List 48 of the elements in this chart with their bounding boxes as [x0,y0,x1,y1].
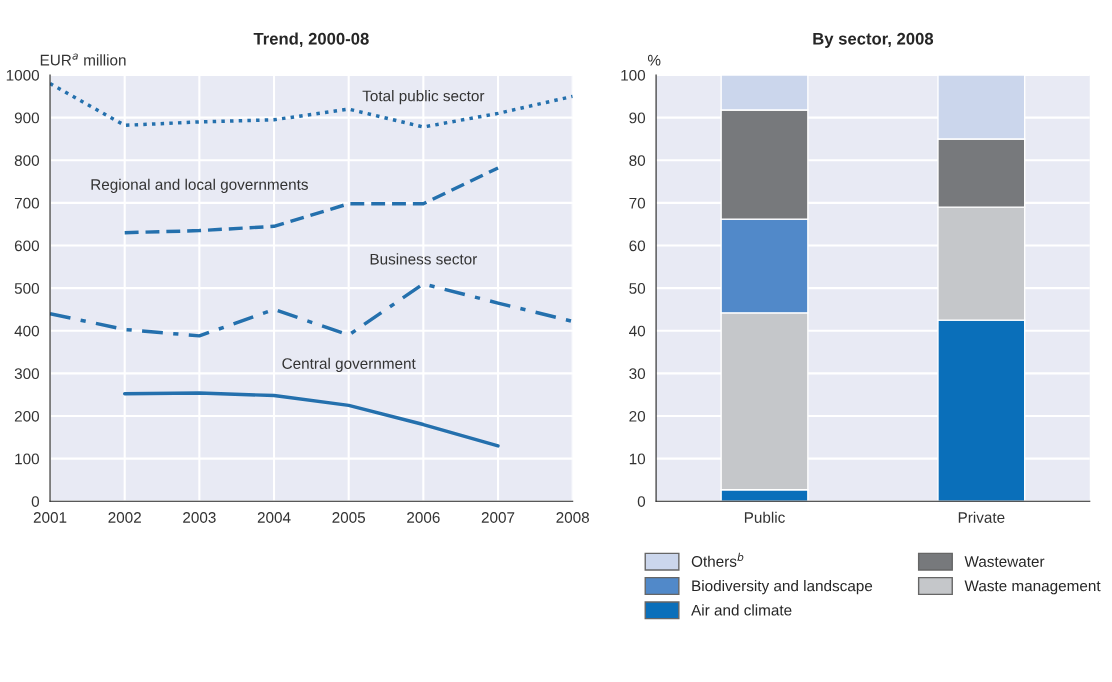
y-tick-label: 0 [637,496,646,507]
y-tick-label: 600 [14,240,40,252]
series-label: Central government [282,357,416,372]
x-tick-label: Private [958,511,1005,523]
y-tick-label: 40 [629,325,646,337]
y-tick-label: 400 [14,325,40,337]
legend-label: Wastewater [964,556,1045,567]
legend-label: Air and climate [691,604,792,616]
y-tick-label: 100 [621,69,646,81]
y-tick-label: 90 [629,112,646,124]
legend-label: Biodiversity and landscape [692,580,873,595]
y-tick-label: 0 [31,496,40,507]
y-tick-label: 1000 [6,69,40,81]
y-tick-label: 800 [14,155,40,166]
y-tick-label: 700 [14,197,40,209]
y-tick-label: 300 [14,368,40,380]
y-tick-label: 80 [629,155,646,166]
y-tick-label: 20 [629,410,646,422]
x-tick-label: 2002 [108,512,141,523]
y-tick-label: 70 [629,197,646,209]
y-tick-label: 50 [629,283,646,294]
x-tick-label: 2003 [183,512,216,523]
x-tick-label: 2005 [332,512,366,523]
legend-label: Others$^{b}$ [691,552,744,567]
x-tick-label: 2007 [481,512,515,523]
x-tick-label: 2001 [33,512,67,523]
chart-title: By sector, 2008 [813,32,934,48]
y-tick-label: 900 [14,112,40,124]
x-tick-label: 2008 [556,512,590,523]
y-tick-label: 100 [15,453,40,465]
line-series [50,282,573,338]
chart-title: Trend, 2000-08 [253,32,369,48]
y-tick-label: 30 [629,368,646,380]
y-axis-title: EUR$^{a}$ million [40,53,126,66]
y-tick-label: 500 [14,283,40,294]
y-tick-label: 60 [629,240,646,252]
x-tick-label: 2006 [407,512,440,523]
series-label: Business sector [370,253,478,265]
y-tick-label: 200 [14,410,40,422]
y-tick-label: 10 [629,453,646,465]
legend-label: Waste management [964,580,1101,595]
series-label: Total public sector [362,90,485,105]
line-series [50,81,573,129]
y-axis-title: % [647,54,661,66]
series-label: Regional and local governments [91,178,308,193]
x-tick-label: Public [744,511,785,523]
x-tick-label: 2004 [257,512,291,523]
line-series [122,391,500,448]
